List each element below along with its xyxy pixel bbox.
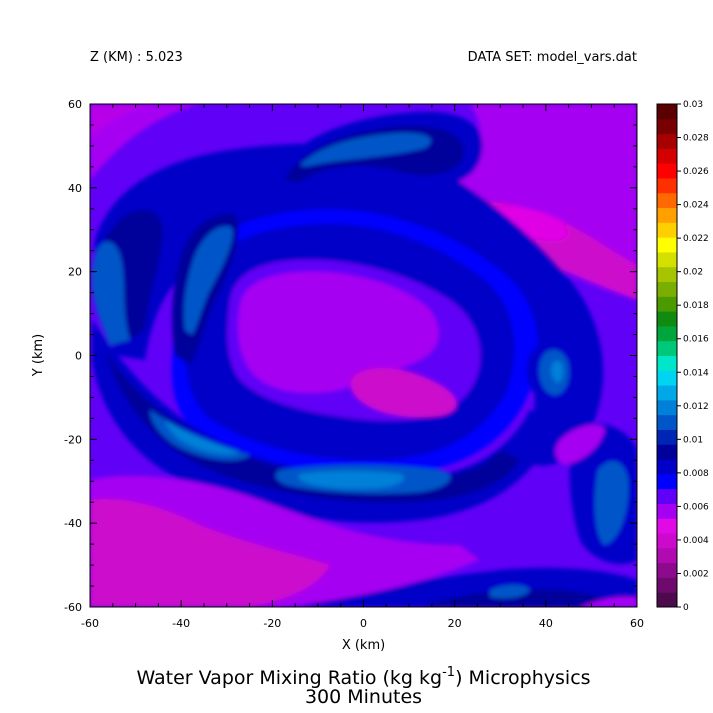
colorbar-label: 0.01 <box>683 435 703 445</box>
colorbar-swatch <box>657 251 677 268</box>
dataset-label: DATA SET: model_vars.dat <box>468 50 637 65</box>
colorbar-label: 0.012 <box>683 402 709 412</box>
colorbar-swatch <box>657 222 677 238</box>
band-left-vertical-steel <box>184 226 233 335</box>
colorbar-label: 0.024 <box>683 201 709 211</box>
chart-subtitle: 300 Minutes <box>305 686 422 708</box>
band-top-arc-steel <box>300 132 432 167</box>
region-upper-left-low <box>90 104 200 180</box>
y-tick-label: -60 <box>64 601 82 614</box>
colorbar-swatch <box>657 266 677 283</box>
colorbar-label: 0.026 <box>683 167 709 177</box>
colorbar-label: 0.004 <box>683 536 709 546</box>
y-tick-label: -20 <box>64 433 82 446</box>
band-outer-steel <box>91 241 130 345</box>
band-bottom-right-steel <box>490 584 530 599</box>
contour-field <box>90 104 637 607</box>
band-bottom-dark <box>420 589 620 607</box>
region-lower-right-low <box>580 596 637 607</box>
colorbar-label: 0 <box>683 603 689 613</box>
colorbar-label: 0.002 <box>683 569 709 579</box>
x-tick-label: 40 <box>539 617 553 630</box>
x-tick-label: 60 <box>630 617 644 630</box>
x-axis-label: X (km) <box>342 638 385 653</box>
colorbar-swatch <box>657 311 677 327</box>
y-axis-label: Y (km) <box>31 334 46 377</box>
colorbar-swatch <box>657 547 677 564</box>
colorbar-swatch <box>657 592 677 608</box>
colorbar-swatch <box>657 444 677 460</box>
colorbar-swatch <box>657 385 677 401</box>
colorbar-swatch <box>657 237 677 253</box>
y-tick-label: 40 <box>68 182 82 195</box>
y-tick-label: 60 <box>68 98 82 111</box>
y-tick-label: 0 <box>75 350 82 363</box>
colorbar-label: 0.022 <box>683 234 709 244</box>
colorbar-swatch <box>657 296 677 312</box>
feature-eye-inner <box>551 360 564 383</box>
region-inner-core-mid <box>238 271 439 394</box>
colorbar-swatch <box>657 207 677 223</box>
band-bottom-cyan <box>298 471 404 489</box>
colorbar: 0 0.002 0.004 0.006 0.008 0.01 0.012 0.014 0.016… <box>657 100 709 613</box>
region-upper-left-lower <box>90 104 150 140</box>
region-lower-left-lower <box>90 499 330 607</box>
x-tick-label: 0 <box>360 617 367 630</box>
colorbar-label: 0.014 <box>683 368 709 378</box>
y-tick-label: -40 <box>64 517 82 530</box>
colorbar-swatch <box>657 163 677 179</box>
colorbar-swatch <box>657 118 677 135</box>
region-right-low <box>555 424 605 465</box>
band-lower-arc-steel <box>150 410 250 461</box>
band-right-lower-steel <box>594 461 629 545</box>
x-tick-label: -20 <box>263 617 281 630</box>
x-tick-label: -60 <box>81 617 99 630</box>
colorbar-swatch <box>657 340 677 356</box>
colorbar-swatch <box>657 133 677 149</box>
x-tick-label: 20 <box>448 617 462 630</box>
colorbar-swatch <box>657 192 677 209</box>
y-axis: -60 -40 -20 0 20 40 60 <box>64 98 637 614</box>
colorbar-swatch <box>657 414 677 430</box>
colorbar-swatch <box>657 148 677 164</box>
colorbar-swatch <box>657 518 677 534</box>
colorbar-label: 0.006 <box>683 502 709 512</box>
colorbar-swatch <box>657 177 677 194</box>
colorbar-swatch <box>657 577 677 593</box>
region-inner-core-low <box>350 367 457 418</box>
colorbar-swatch <box>657 370 677 386</box>
colorbar-swatch <box>657 104 677 120</box>
chart-title: Water Vapor Mixing Ratio (kg kg-1) Micro… <box>136 665 590 689</box>
colorbar-label: 0.02 <box>683 268 703 278</box>
colorbar-swatch <box>657 355 677 371</box>
title-suffix: ) Microphysics <box>455 667 590 689</box>
band-lower-arc <box>92 320 560 523</box>
colorbar-swatch <box>657 488 677 504</box>
colorbar-label: 0.028 <box>683 134 709 144</box>
colorbar-swatch <box>657 281 677 297</box>
colorbar-swatch <box>657 562 677 578</box>
colorbar-label: 0.03 <box>683 100 703 110</box>
colorbar-swatch <box>657 503 677 519</box>
colorbar-swatch <box>657 473 677 490</box>
x-axis: -60 -40 -20 0 20 40 60 <box>81 104 644 630</box>
colorbar-label: 0.008 <box>683 469 709 479</box>
colorbar-label: 0.016 <box>683 335 709 345</box>
band-lower-arc-cyan <box>165 420 240 455</box>
title-exponent: -1 <box>442 665 455 680</box>
colorbar-swatch <box>657 399 677 416</box>
x-tick-label: -40 <box>172 617 190 630</box>
colorbar-swatch <box>657 459 677 475</box>
colorbar-swatch <box>657 429 677 445</box>
band-lower-arc-dark <box>105 350 520 503</box>
title-prefix: Water Vapor Mixing Ratio (kg kg <box>136 667 442 689</box>
colorbar-label: 0.018 <box>683 301 709 311</box>
y-tick-label: 20 <box>68 266 82 279</box>
colorbar-frame <box>656 103 678 608</box>
z-level-label: Z (KM) : 5.023 <box>90 50 183 65</box>
colorbar-swatch <box>657 325 677 342</box>
colorbar-swatch <box>657 533 677 549</box>
